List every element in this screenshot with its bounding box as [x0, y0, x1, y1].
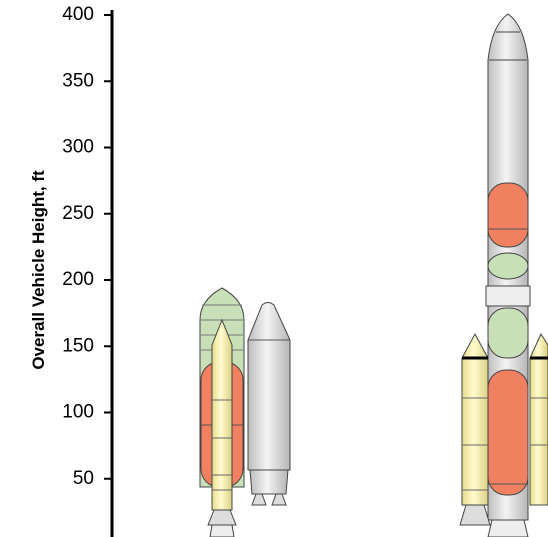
- y-tick-label: 350: [62, 70, 94, 91]
- y-tick-label: 250: [62, 203, 94, 224]
- y-tick-label: 100: [62, 402, 94, 423]
- vehicle-b: [247, 302, 291, 506]
- y-tick-label: 200: [62, 269, 94, 290]
- y-tick-label: 50: [73, 468, 94, 489]
- y-tick-label: 150: [62, 335, 94, 356]
- vehicle-c: [459, 13, 548, 537]
- y-tick-label: 400: [62, 4, 94, 25]
- vehicle-a: [199, 287, 245, 537]
- y-tick-label: 300: [62, 137, 94, 158]
- axis-title: Overall Vehicle Height, ft: [29, 170, 48, 370]
